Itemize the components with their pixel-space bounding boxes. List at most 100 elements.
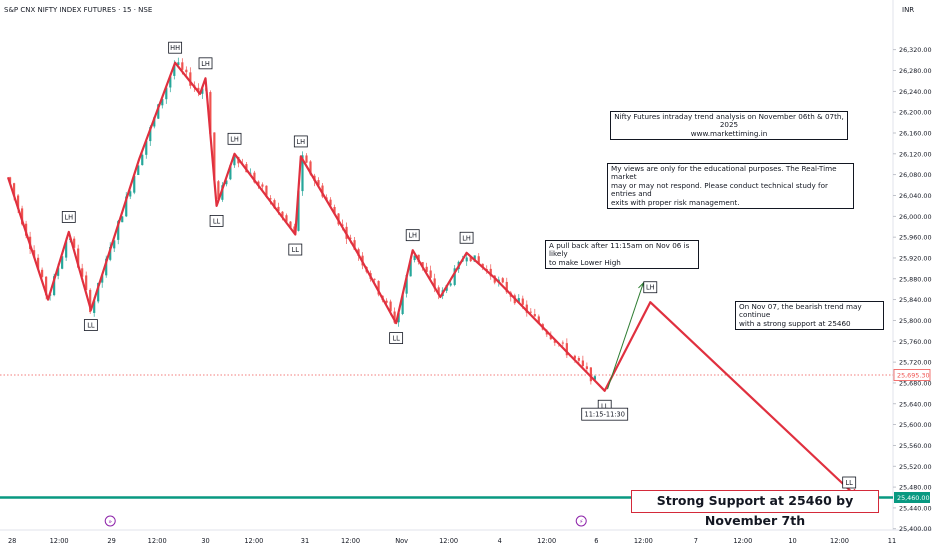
- candle-body: [149, 127, 152, 142]
- swing-label-ll: LL: [87, 322, 95, 330]
- y-tick-label: 25,600.00: [899, 421, 932, 429]
- x-tick-label: Nov: [395, 537, 408, 545]
- y-tick-label: 26,160.00: [899, 130, 932, 138]
- y-tick-label: 25,920.00: [899, 254, 932, 262]
- candle-body: [257, 181, 260, 186]
- candle-body: [61, 256, 64, 269]
- candle-body: [421, 262, 424, 267]
- candle-body: [265, 185, 268, 198]
- candle-body: [329, 199, 332, 206]
- y-tick-label: 25,400.00: [899, 525, 932, 533]
- candle-body: [129, 191, 132, 197]
- candle-body: [65, 241, 68, 258]
- swing-label-lh: LH: [408, 232, 417, 240]
- candle-body: [181, 62, 184, 70]
- candle-body: [573, 355, 576, 359]
- swing-label-ll: LL: [601, 402, 609, 410]
- disclaimer-line: My views are only for the educational pu…: [611, 164, 837, 182]
- swing-label-box: [643, 281, 658, 294]
- candle-body: [53, 276, 56, 296]
- swing-label-lh: LH: [297, 138, 306, 146]
- candle-body: [253, 172, 256, 183]
- pullback-line: A pull back after 11:15am on Nov 06 is l…: [549, 241, 690, 259]
- candle-body: [225, 180, 228, 185]
- candle-body: [489, 268, 492, 277]
- swing-label-box: [288, 243, 303, 256]
- candle-body: [533, 314, 536, 317]
- candle-body: [465, 257, 468, 262]
- candle-body: [525, 304, 528, 313]
- candle-body: [81, 268, 84, 277]
- title-annotation-line: Nifty Futures intraday trend analysis on…: [614, 112, 844, 130]
- candle-body: [577, 358, 580, 361]
- zigzag-trendline: [6, 61, 859, 499]
- currency-label: INR: [902, 6, 915, 14]
- candle-body: [309, 161, 312, 175]
- candle-body: [121, 216, 124, 223]
- x-tick-label: 30: [201, 537, 209, 545]
- swing-label-lh: LH: [64, 213, 73, 221]
- candle-body: [277, 206, 280, 212]
- candle-body: [469, 256, 472, 262]
- candle-body: [169, 76, 172, 88]
- candle-body: [269, 198, 272, 200]
- swing-label-ll: LL: [846, 479, 854, 487]
- candle-body: [389, 301, 392, 312]
- x-tick-label: 12:00: [148, 537, 167, 545]
- candle-body: [16, 195, 20, 209]
- candle-body: [137, 165, 140, 176]
- swing-label-box: [198, 57, 213, 70]
- candle-body: [517, 298, 520, 303]
- y-tick-label: 26,080.00: [899, 171, 932, 179]
- y-tick-label: 25,440.00: [899, 504, 932, 512]
- candle-body: [20, 208, 24, 225]
- candle-body: [185, 69, 188, 73]
- candle-body: [297, 190, 300, 231]
- time-label-box: [581, 407, 629, 421]
- candle-body: [589, 367, 592, 382]
- candle-body: [217, 181, 220, 200]
- y-tick-label: 25,480.00: [899, 484, 932, 492]
- candle-body: [413, 255, 416, 261]
- title-annotation: Nifty Futures intraday trend analysis on…: [610, 111, 848, 141]
- y-tick-label: 26,240.00: [899, 88, 932, 96]
- candle-body: [593, 376, 596, 380]
- candle-body: [473, 255, 476, 262]
- candle-body: [425, 266, 428, 272]
- candle-body: [57, 267, 60, 276]
- swing-label-ll: LL: [292, 246, 300, 254]
- candle-body: [165, 87, 168, 100]
- swing-label-hh: HH: [170, 44, 180, 52]
- event-icon: [104, 515, 116, 527]
- candle-body: [209, 92, 212, 134]
- candle-body: [45, 276, 48, 296]
- support-price-tag: [894, 492, 930, 503]
- y-tick-label: 25,880.00: [899, 275, 932, 283]
- candle-body: [449, 283, 452, 286]
- swing-label-box: [459, 231, 474, 244]
- candle-body: [93, 300, 96, 313]
- candle-body: [293, 226, 296, 232]
- last-price-value: 25,695.30: [897, 371, 930, 379]
- x-tick-label: 12:00: [50, 537, 69, 545]
- candle-body: [353, 240, 356, 250]
- candle-body: [153, 117, 156, 127]
- candle-body: [401, 294, 404, 314]
- nov07-line: On Nov 07, the bearish trend may continu…: [739, 302, 862, 320]
- swing-label-lh: LH: [646, 284, 655, 292]
- x-tick-label: 4: [498, 537, 502, 545]
- candle-body: [481, 263, 484, 268]
- candle-body: [233, 156, 236, 166]
- y-tick-label: 25,680.00: [899, 379, 932, 387]
- symbol-header: S&P CNX NIFTY INDEX FUTURES · 15 · NSE: [4, 6, 153, 14]
- candle-body: [285, 215, 288, 222]
- candle-body: [585, 366, 588, 369]
- swing-label-ll: LL: [392, 335, 400, 343]
- candle-body: [393, 311, 396, 323]
- candle-body: [221, 185, 224, 200]
- pullback-annotation: A pull back after 11:15am on Nov 06 is l…: [545, 240, 699, 270]
- candle-body: [273, 200, 276, 209]
- candle-body: [289, 221, 292, 228]
- candle-body: [305, 155, 308, 163]
